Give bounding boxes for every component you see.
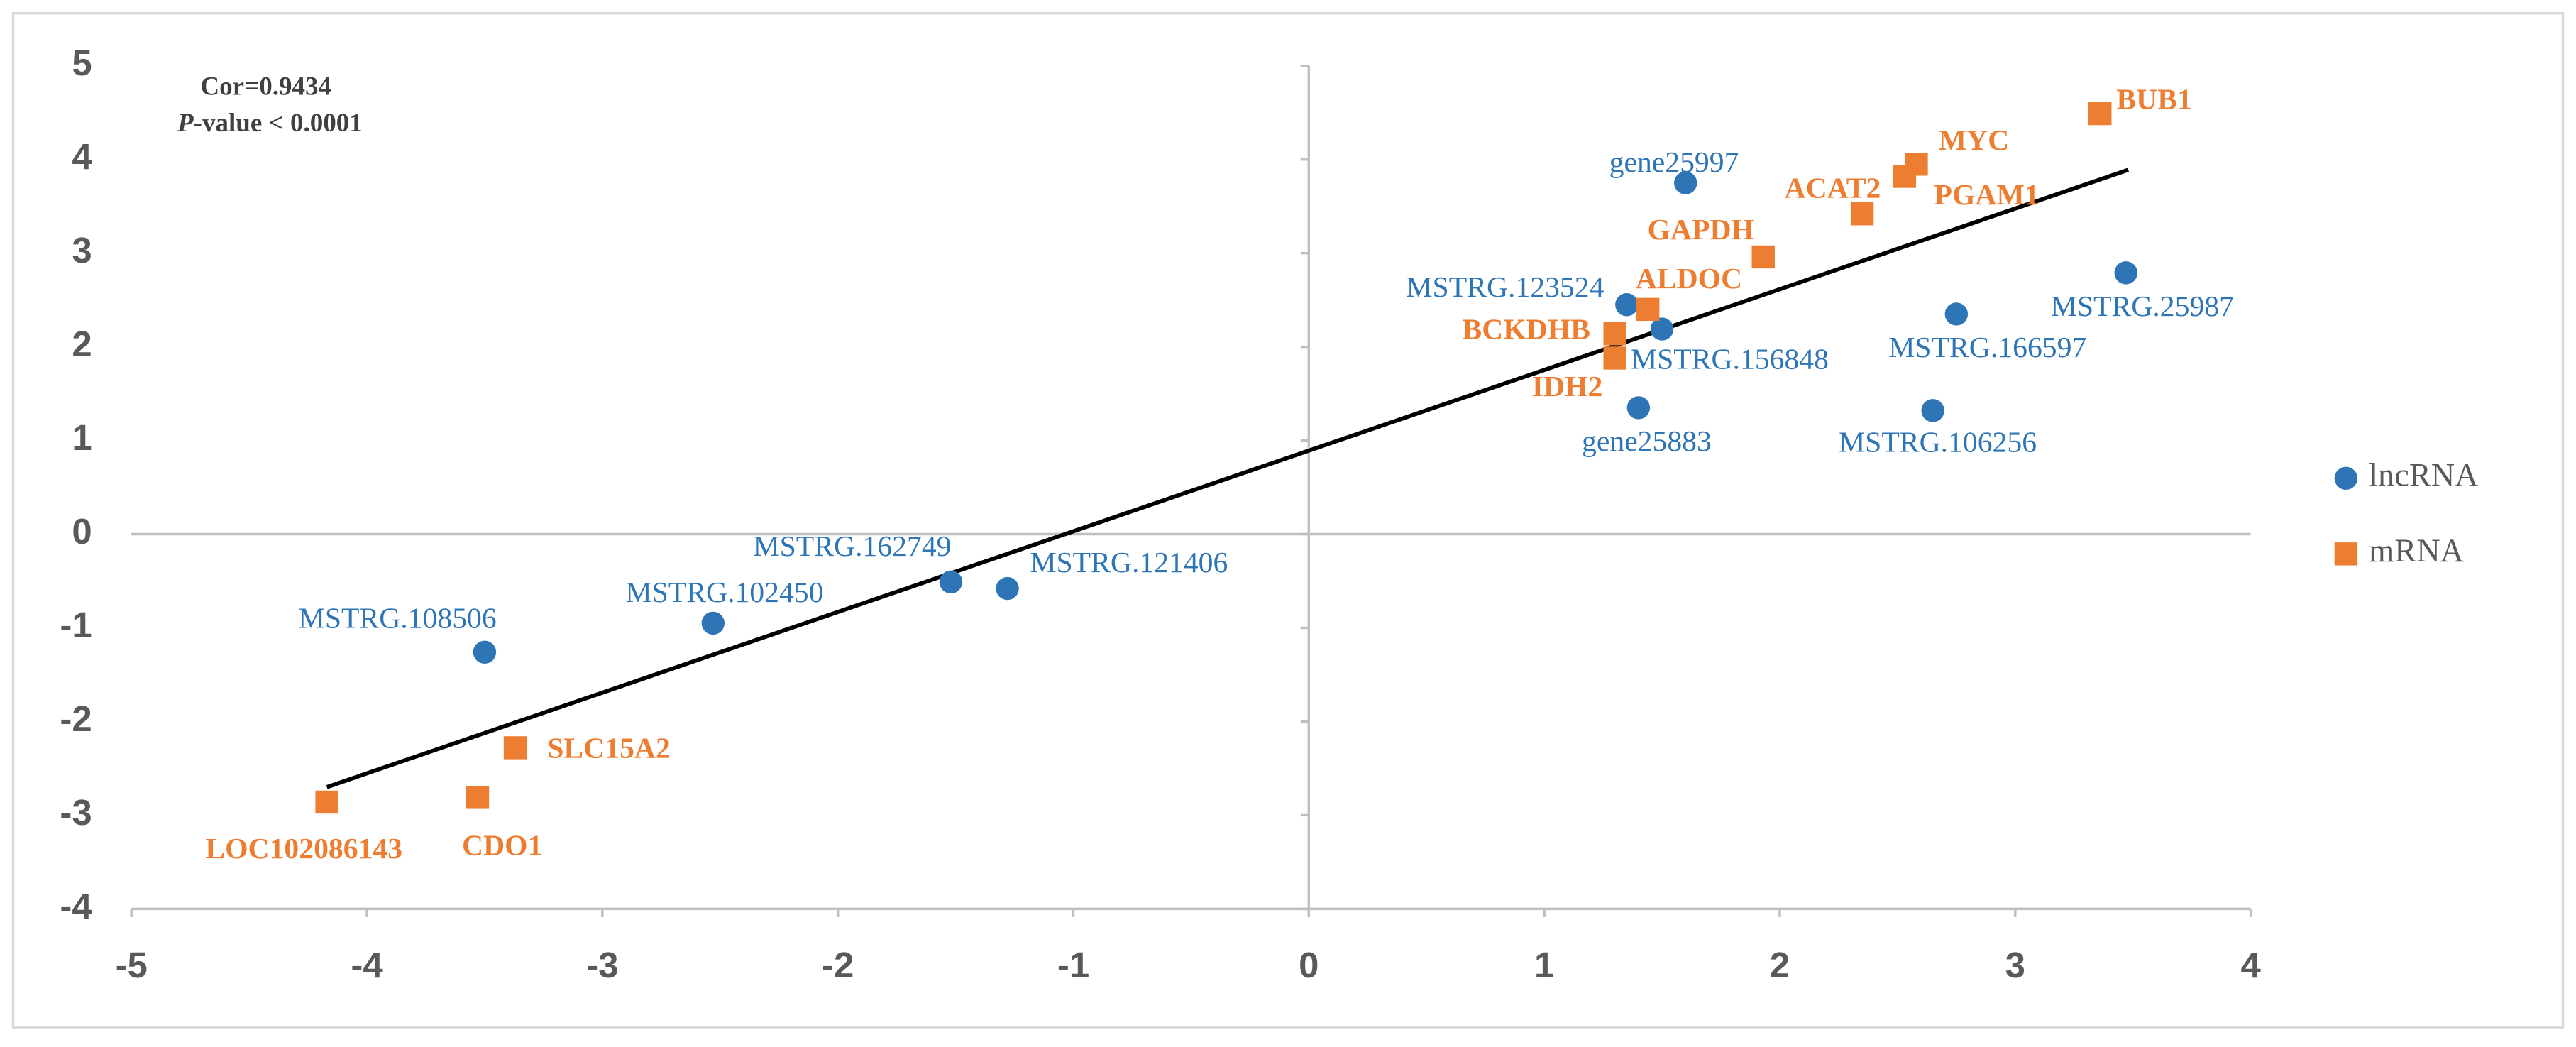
point [996, 576, 1019, 601]
x-tick-label: -5 [116, 945, 148, 985]
point [1650, 317, 1674, 341]
point-label: LOC102086143 [205, 833, 402, 865]
point [1751, 245, 1775, 269]
y-tick-label: -4 [60, 886, 92, 926]
point-label: MSTRG.166597 [1888, 331, 2086, 364]
x-tick-label: -2 [822, 945, 854, 985]
y-tick-label: 5 [72, 43, 92, 83]
x-tick-label: -1 [1057, 945, 1089, 985]
point [503, 736, 527, 760]
chart-frame [11, 11, 2565, 1029]
point [2088, 102, 2112, 126]
y-tick-label: 3 [72, 230, 92, 270]
x-tick-label: 3 [2005, 945, 2025, 985]
x-tick-label: -4 [351, 945, 383, 985]
p-symbol: P [177, 109, 194, 138]
point [466, 786, 490, 809]
point-label: MSTRG.25987 [2051, 290, 2234, 323]
point [1636, 297, 1660, 322]
point-label: PGAM1 [1934, 179, 2040, 212]
y-tick-label: -1 [60, 605, 92, 645]
point-label: gene25997 [1609, 146, 1739, 179]
point [1603, 346, 1626, 370]
x-tick-label: 1 [1534, 945, 1554, 985]
point-label: GAPDH [1648, 214, 1754, 246]
point [1674, 171, 1697, 194]
legend-marker [2334, 466, 2358, 490]
y-tick-label: -2 [60, 698, 92, 739]
point-label: BUB1 [2116, 83, 2191, 116]
y-tick-label: 0 [72, 511, 92, 552]
point [1921, 399, 1944, 422]
stat-text: Cor=0.9434 [200, 72, 331, 102]
point-label: BCKDHB [1462, 313, 1590, 346]
x-tick-label: 2 [1770, 945, 1790, 985]
point-label: SLC15A2 [547, 733, 671, 765]
y-tick-label: 4 [72, 136, 92, 177]
point [315, 790, 338, 814]
legend-label: mRNA [2369, 533, 2464, 569]
point [2114, 261, 2137, 285]
point-label: CDO1 [462, 830, 542, 862]
point [939, 570, 963, 594]
x-tick-label: 0 [1299, 945, 1319, 985]
point-label: MSTRG.156848 [1631, 343, 1829, 376]
x-tick-label: 4 [2240, 945, 2261, 985]
point [701, 611, 725, 635]
point-label: ALDOC [1636, 263, 1742, 295]
point [1944, 302, 1969, 326]
legend-label: lncRNA [2369, 457, 2479, 493]
x-tick-label: -3 [586, 945, 618, 985]
point [1615, 293, 1639, 317]
legend-marker [2334, 542, 2358, 566]
trendline [326, 168, 2130, 789]
point [1626, 396, 1651, 420]
p-text: -value < 0.0001 [194, 109, 363, 138]
y-tick-label: 2 [72, 324, 92, 364]
point-label: MSTRG.106256 [1839, 427, 2037, 459]
point [1603, 322, 1626, 346]
point [1850, 202, 1874, 226]
y-tick-label: 1 [72, 417, 92, 458]
point-label: MSTRG.162749 [754, 530, 952, 563]
point-label: ACAT2 [1785, 172, 1881, 204]
point-label: MSTRG.121406 [1030, 547, 1228, 579]
y-tick-label: -3 [60, 792, 92, 833]
point-label: MSTRG.123524 [1407, 271, 1605, 304]
point-label: MSTRG.102450 [626, 576, 824, 609]
point [473, 640, 497, 664]
point-label: MYC [1939, 124, 2009, 157]
p-value-text: P-value < 0.0001 [177, 109, 363, 138]
point [1893, 165, 1917, 188]
point-label: MSTRG.108506 [299, 602, 497, 635]
point-label: IDH2 [1532, 371, 1603, 403]
point-label: gene25883 [1582, 425, 1712, 458]
